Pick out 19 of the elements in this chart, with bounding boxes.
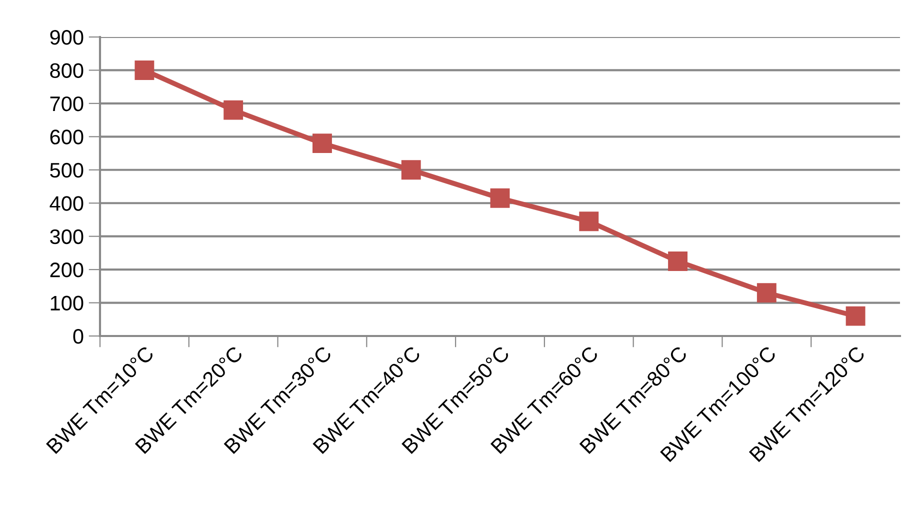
point	[490, 188, 510, 208]
y-tick-label: 700	[50, 96, 84, 112]
y-tick-label: 300	[50, 229, 84, 244]
point	[401, 160, 421, 180]
y-tick-label: 400	[50, 196, 84, 211]
point	[668, 252, 688, 271]
y-tick-label: 100	[50, 296, 84, 311]
point	[846, 306, 866, 326]
point	[134, 60, 154, 80]
y-tick-label: 200	[50, 262, 84, 278]
y-tick-label: 900	[50, 30, 84, 45]
point	[579, 212, 599, 232]
point	[312, 134, 332, 154]
y-tick-label: 600	[50, 130, 84, 144]
point	[756, 283, 776, 303]
y-tick-label: 0	[73, 329, 84, 344]
y-tick-label: 500	[50, 162, 84, 178]
point	[224, 100, 244, 120]
y-tick-label: 800	[50, 63, 84, 78]
